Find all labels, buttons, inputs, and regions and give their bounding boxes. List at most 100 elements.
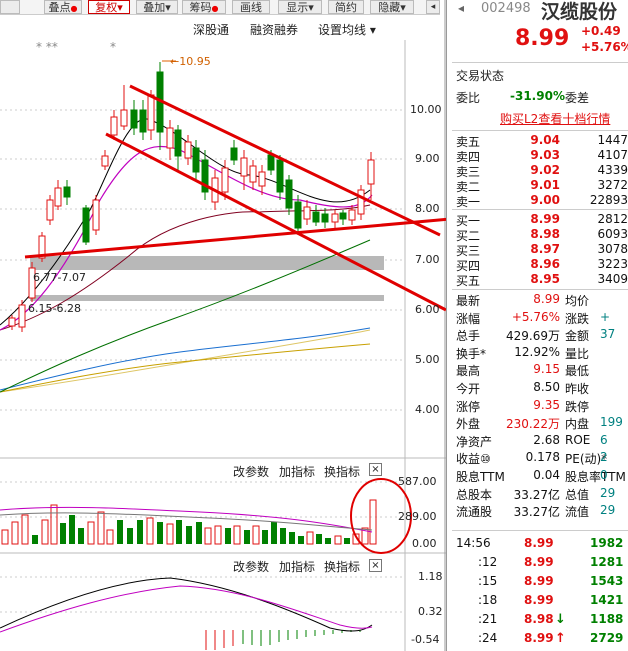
macd-close-icon[interactable]: ×	[369, 559, 382, 572]
tick-time: :12	[478, 555, 498, 569]
macd-swap-indicator-button[interactable]: 换指标	[324, 560, 361, 574]
tick-price: 8.99	[524, 631, 554, 645]
high-price-label: ←10.95	[170, 55, 211, 68]
macd-bars-green	[242, 630, 361, 646]
sell-4-label: 卖四	[456, 150, 481, 164]
toolbar-label: 画线	[240, 1, 262, 14]
stat-label: 今开	[456, 382, 481, 396]
macd-params-button[interactable]: 改参数	[233, 560, 270, 574]
panel-divider-5	[452, 530, 628, 531]
sell-4-vol: 4107	[597, 148, 628, 162]
toolbar-btn-draw[interactable]: 画线	[232, 0, 270, 14]
toolbar-btn-hide[interactable]: 隐藏▾	[370, 0, 414, 14]
tick-time: :15	[478, 574, 498, 588]
trade-status-label: 交易状态	[456, 69, 505, 83]
stat-label-2: 涨跌	[565, 311, 590, 326]
buy-2-vol: 6093	[597, 227, 628, 241]
macd-axis-tick: -0.54	[411, 633, 440, 646]
macd-add-indicator-button[interactable]: 加指标	[279, 560, 316, 574]
stock-change-pct: +5.76%	[581, 40, 628, 54]
stat-value-2: 0	[600, 468, 608, 482]
ma-line-yellow2	[0, 329, 371, 393]
stat-value: 429.69万	[506, 329, 560, 344]
stat-label-2: 跌停	[565, 399, 590, 414]
sgt-link[interactable]: 深股通	[193, 23, 230, 37]
tick-price: 8.99	[524, 555, 554, 569]
toolbar-btn-simple[interactable]: 简约	[328, 0, 364, 14]
up-arrow-icon: ↑	[555, 631, 566, 646]
stat-label: 涨幅	[456, 311, 481, 326]
macd-axis-tick: 0.32	[418, 605, 443, 618]
tick-time: :21	[478, 612, 498, 626]
stat-value-2: 29	[600, 485, 616, 500]
buy-5-label: 买五	[456, 274, 481, 288]
buy-3-label: 买三	[456, 244, 481, 258]
tick-time: 14:56	[456, 536, 491, 550]
axis-tick: 10.00	[410, 103, 442, 116]
stat-label: 总股本	[456, 487, 493, 502]
stat-label-2: 量比	[565, 346, 590, 361]
panel-divider-3	[452, 209, 628, 210]
macd-axis-tick: 1.18	[418, 570, 443, 583]
stat-label: 流通股	[456, 505, 493, 520]
stat-label-2: PE(动)*	[565, 452, 608, 467]
sell-1-price: 9.00	[530, 193, 560, 207]
panel-menu-icon[interactable]: ◂	[458, 1, 465, 15]
stat-value: 9.35	[533, 397, 560, 412]
buy-1-price: 8.99	[530, 212, 560, 226]
kline-chart[interactable]	[0, 0, 446, 651]
stat-label: 收益⑩	[456, 452, 491, 467]
sell-3-label: 卖三	[456, 165, 481, 179]
stat-label: 换手*	[456, 346, 487, 361]
toolbar-label: 叠加	[143, 1, 166, 14]
buy-4-label: 买四	[456, 259, 481, 273]
stat-value: 0.04	[533, 468, 560, 482]
sell-3-vol: 4339	[597, 163, 628, 177]
vol-close-icon[interactable]: ×	[369, 463, 382, 476]
buy-4-price: 8.96	[530, 257, 560, 271]
buy-2-label: 买二	[456, 229, 481, 243]
ma-line-yellow	[0, 343, 371, 393]
buy-2-price: 8.98	[530, 227, 560, 241]
axis-tick: 5.00	[415, 353, 440, 366]
macd-dea	[0, 585, 373, 633]
axis-tick: 8.00	[415, 202, 440, 215]
volume-highlight-circle	[350, 478, 412, 554]
vol-ma-1	[0, 506, 373, 533]
set-ma-dropdown[interactable]: 设置均线 ▾	[318, 23, 376, 37]
stat-value: 8.50	[533, 380, 560, 394]
tick-volume: 1543	[590, 574, 624, 588]
toolbar-btn-overlay[interactable]: 叠加▾	[136, 0, 178, 14]
stock-code: 002498	[481, 1, 531, 16]
stat-value: 33.27亿	[513, 487, 560, 502]
macd-dif	[0, 577, 373, 632]
stock-name: 汉缆股份	[541, 1, 618, 23]
sell-2-vol: 3272	[597, 178, 628, 192]
axis-tick: 4.00	[415, 403, 440, 416]
committee-ratio-label: 委比	[456, 91, 481, 105]
margin-trading-link[interactable]: 融资融券	[250, 23, 299, 37]
down-arrow-icon: ↓	[555, 612, 566, 627]
collapse-icon[interactable]: ◂	[426, 0, 440, 14]
vol-add-indicator-button[interactable]: 加指标	[279, 465, 316, 479]
sell-1-label: 卖一	[456, 195, 481, 209]
ma-line-blue	[0, 327, 371, 391]
committee-ratio-value: -31.90%	[510, 89, 565, 103]
buy-5-price: 8.95	[530, 272, 560, 286]
toolbar-label: 筹码	[189, 1, 212, 14]
tick-price: 8.98	[524, 612, 554, 626]
stat-label-2: ROE	[565, 432, 591, 447]
vol-params-button[interactable]: 改参数	[233, 465, 270, 479]
axis-tick: 7.00	[415, 253, 440, 266]
vol-swap-indicator-button[interactable]: 换指标	[324, 465, 361, 479]
toolbar-btn-overlay-points[interactable]: 叠点●	[44, 0, 82, 14]
toolbar-btn-0[interactable]	[0, 0, 20, 14]
toolbar-btn-adjust[interactable]: 复权▾	[88, 0, 130, 14]
stat-label-2: 总值	[565, 487, 590, 502]
toolbar-btn-chips[interactable]: 筹码●	[182, 0, 226, 14]
buy-1-vol: 2812	[597, 212, 628, 226]
l2-upgrade-link[interactable]: 购买L2查看十档行情	[500, 112, 611, 126]
toolbar: 叠点● 复权▾ 叠加▾ 筹码● 画线 显示▾ 简约 隐藏▾ ◂	[0, 0, 440, 15]
toolbar-btn-display[interactable]: 显示▾	[278, 0, 322, 14]
vol-axis-tick: 289.00	[398, 510, 437, 523]
